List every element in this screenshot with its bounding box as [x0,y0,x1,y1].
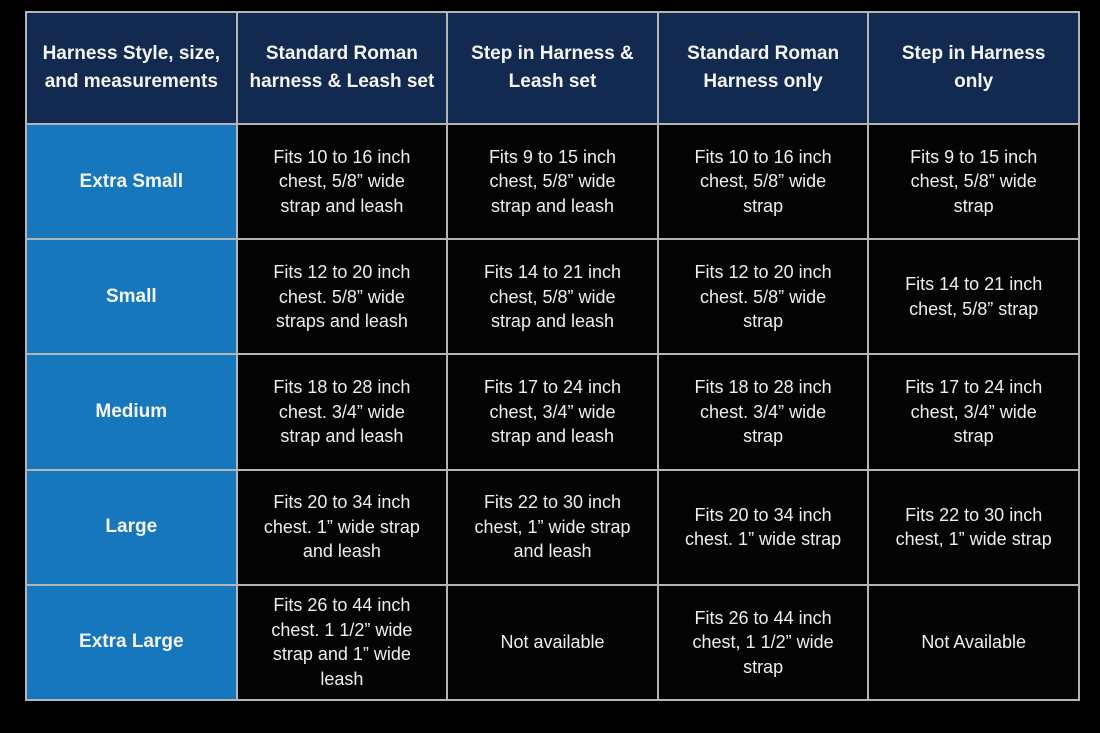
table-cell: Fits 26 to 44 inch chest, 1 1/2” wide st… [656,583,870,702]
table-row-extra-small: Extra Small Fits 10 to 16 inch chest, 5/… [25,122,1080,241]
table-row-extra-large: Extra Large Fits 26 to 44 inch chest. 1 … [25,583,1080,702]
table-header: Harness Style, size, and measurements St… [25,11,1080,125]
table-cell: Fits 20 to 34 inch chest. 1” wide strap … [235,468,449,586]
table-cell: Not available [446,583,659,702]
table-cell: Fits 22 to 30 inch chest, 1” wide strap [867,468,1080,586]
table-cell: Fits 12 to 20 inch chest. 5/8” wide stra… [656,238,870,356]
table-cell: Fits 22 to 30 inch chest, 1” wide strap … [446,468,659,586]
size-chart-wrapper: Harness Style, size, and measurements St… [25,11,1080,702]
row-label-medium: Medium [25,353,238,471]
table-row-large: Large Fits 20 to 34 inch chest. 1” wide … [25,468,1080,586]
column-header-roman-leash-set: Standard Roman harness & Leash set [235,11,449,125]
table-cell: Fits 9 to 15 inch chest, 5/8” wide strap… [446,122,659,241]
table-cell: Not Available [867,583,1080,702]
table-cell: Fits 17 to 24 inch chest, 3/4” wide stra… [446,353,659,471]
header-row: Harness Style, size, and measurements St… [25,11,1080,125]
harness-size-table: Harness Style, size, and measurements St… [25,11,1080,702]
row-label-extra-large: Extra Large [25,583,238,702]
table-cell: Fits 10 to 16 inch chest, 5/8” wide stra… [235,122,449,241]
column-header-stepin-leash-set: Step in Harness & Leash set [446,11,659,125]
column-header-stepin-only: Step in Harness only [867,11,1080,125]
table-cell: Fits 26 to 44 inch chest. 1 1/2” wide st… [235,583,449,702]
table-cell: Fits 17 to 24 inch chest, 3/4” wide stra… [867,353,1080,471]
table-cell: Fits 18 to 28 inch chest. 3/4” wide stra… [656,353,870,471]
table-cell: Fits 20 to 34 inch chest. 1” wide strap [656,468,870,586]
table-cell: Fits 10 to 16 inch chest, 5/8” wide stra… [656,122,870,241]
row-label-large: Large [25,468,238,586]
column-header-roman-only: Standard Roman Harness only [656,11,870,125]
column-header-style-size: Harness Style, size, and measurements [25,11,238,125]
table-cell: Fits 14 to 21 inch chest, 5/8” wide stra… [446,238,659,356]
table-cell: Fits 9 to 15 inch chest, 5/8” wide strap [867,122,1080,241]
table-cell: Fits 12 to 20 inch chest. 5/8” wide stra… [235,238,449,356]
table-body: Extra Small Fits 10 to 16 inch chest, 5/… [25,122,1080,702]
row-label-small: Small [25,238,238,356]
row-label-extra-small: Extra Small [25,122,238,241]
table-cell: Fits 14 to 21 inch chest, 5/8” strap [867,238,1080,356]
table-row-small: Small Fits 12 to 20 inch chest. 5/8” wid… [25,238,1080,356]
table-row-medium: Medium Fits 18 to 28 inch chest. 3/4” wi… [25,353,1080,471]
table-cell: Fits 18 to 28 inch chest. 3/4” wide stra… [235,353,449,471]
